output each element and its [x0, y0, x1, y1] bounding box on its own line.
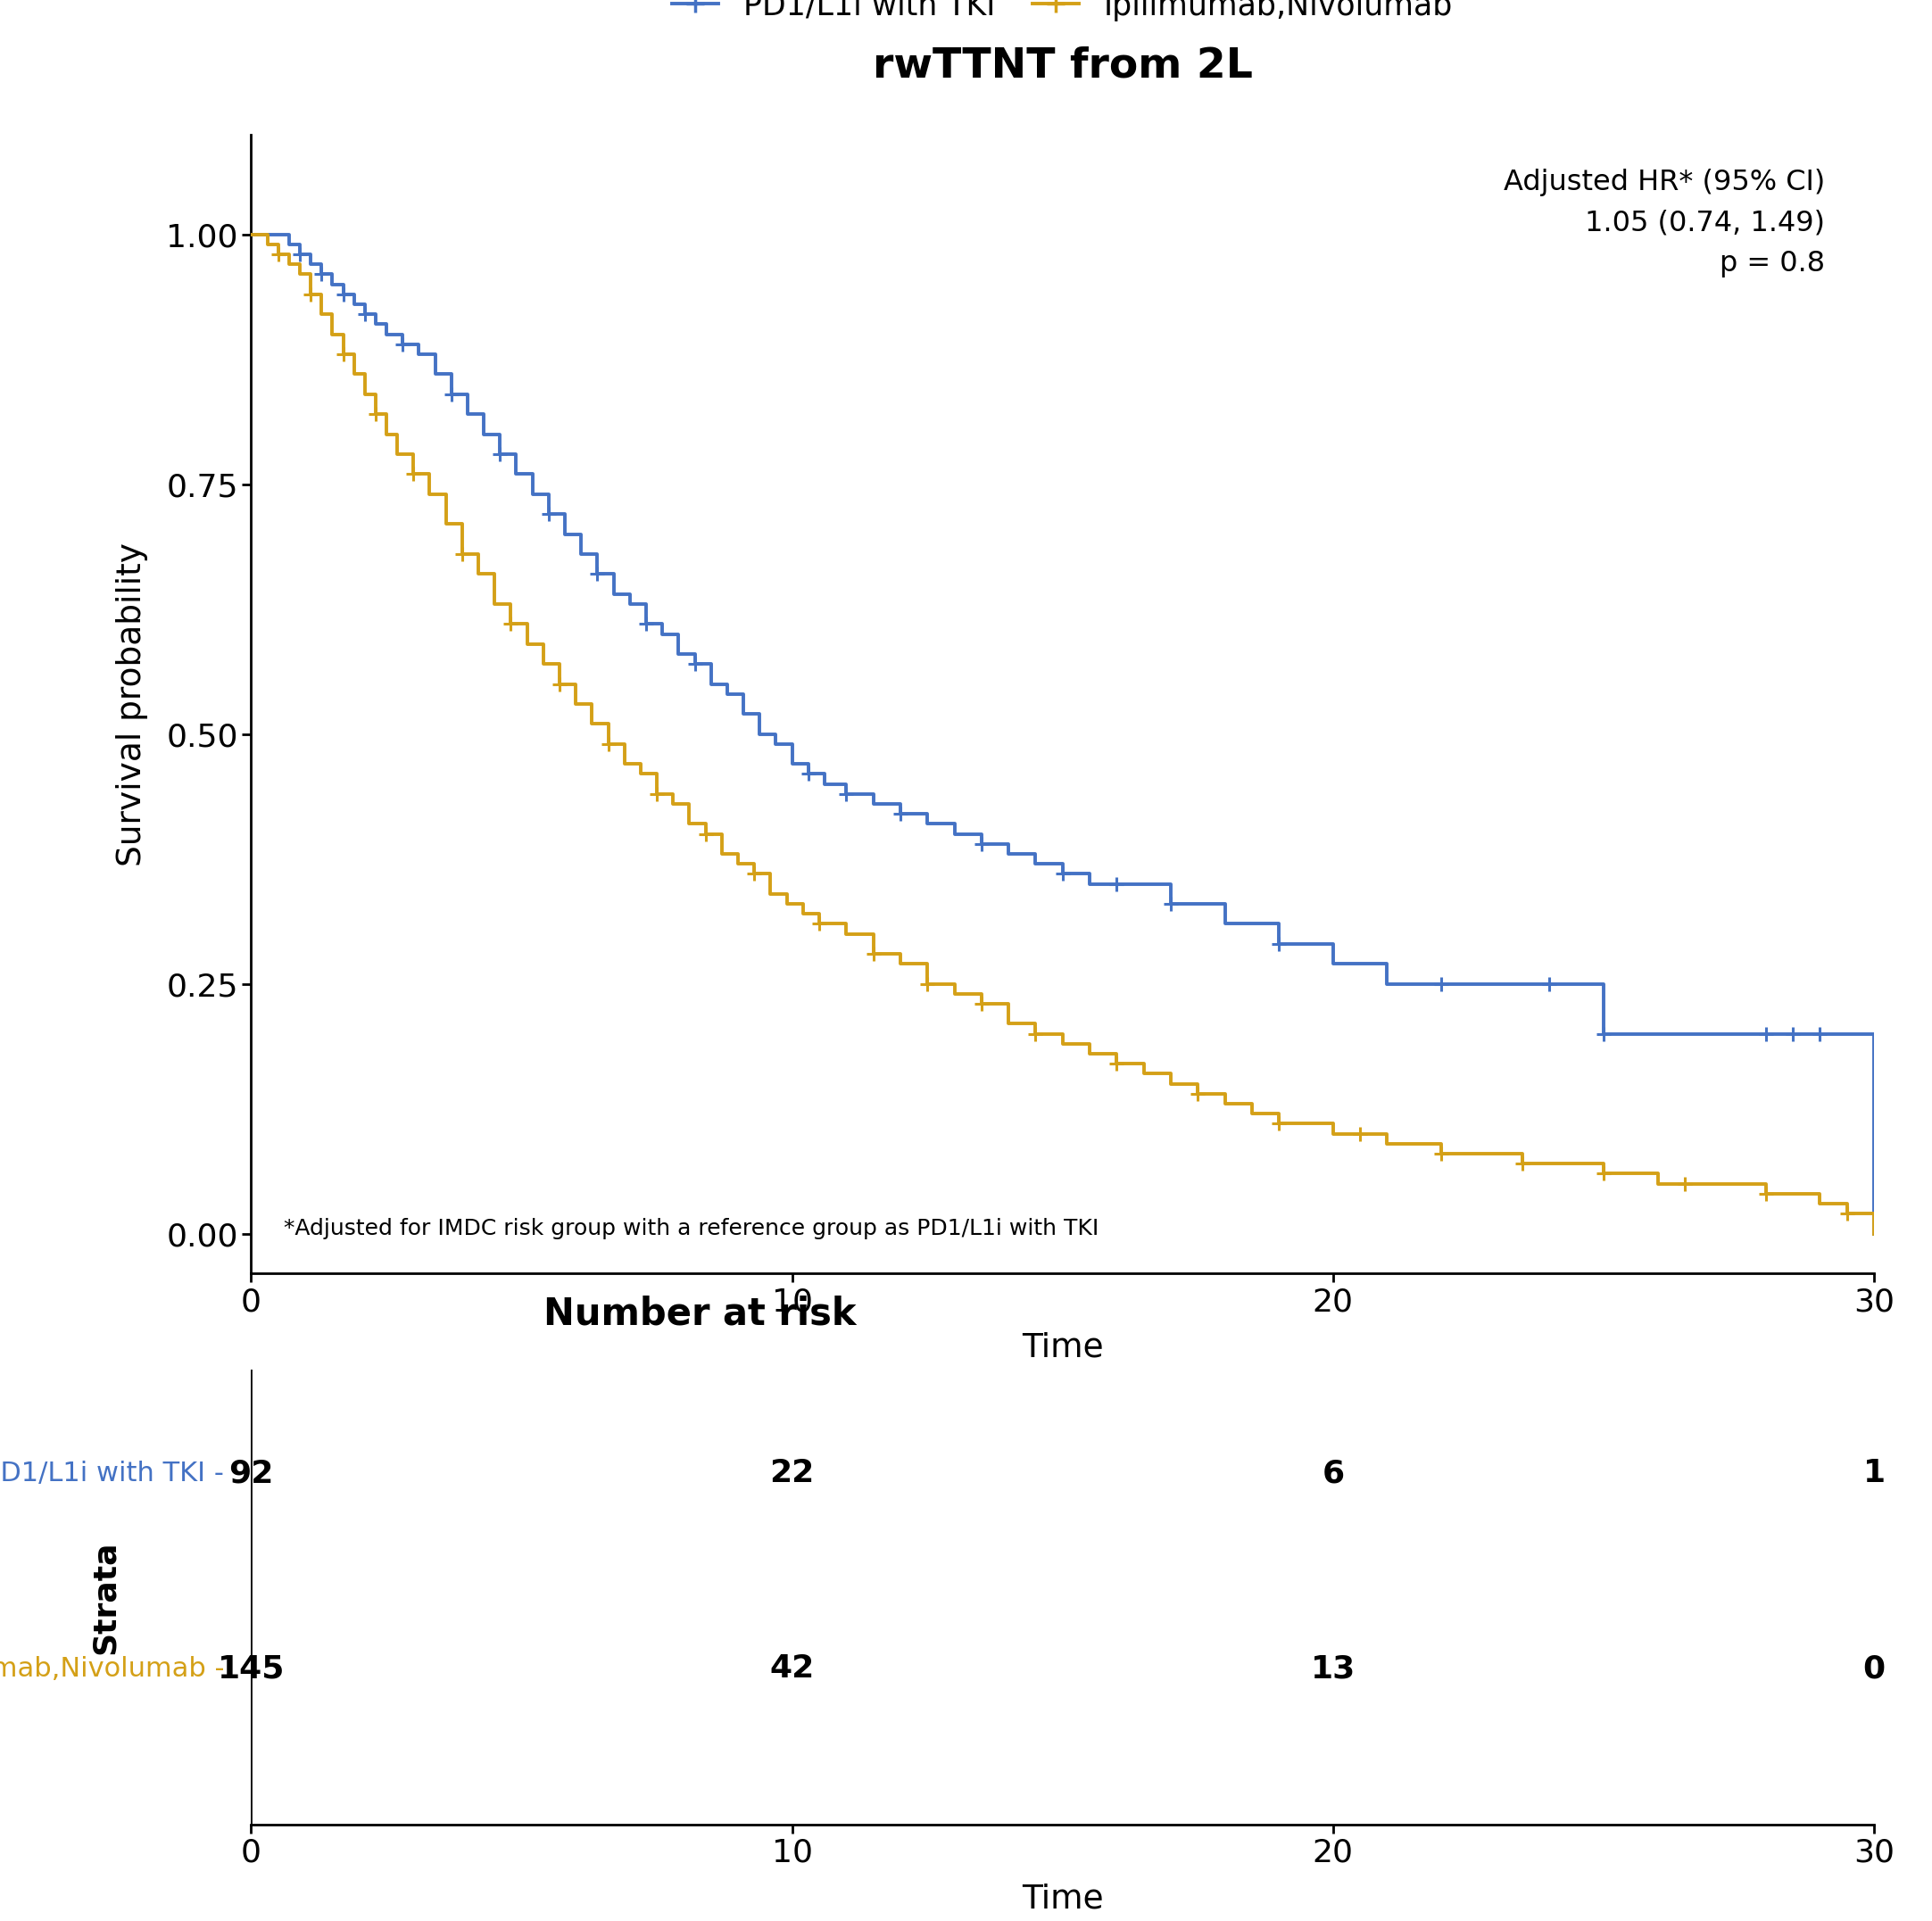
Text: 6: 6	[1321, 1458, 1345, 1489]
Legend: PD1/L1i with TKI, Ipilimumab,Nivolumab: PD1/L1i with TKI, Ipilimumab,Nivolumab	[672, 0, 1453, 21]
Text: Number at risk: Number at risk	[543, 1295, 856, 1333]
Text: rwTTNT from 2L: rwTTNT from 2L	[873, 46, 1252, 86]
Text: 145: 145	[218, 1654, 284, 1685]
Y-axis label: Survival probability: Survival probability	[116, 542, 147, 866]
Text: Strata: Strata	[91, 1541, 120, 1654]
Text: 92: 92	[228, 1458, 274, 1489]
X-axis label: Time: Time	[1022, 1331, 1103, 1364]
Text: Adjusted HR* (95% CI)
1.05 (0.74, 1.49)
p = 0.8: Adjusted HR* (95% CI) 1.05 (0.74, 1.49) …	[1503, 169, 1826, 277]
Text: PD1/L1i with TKI -: PD1/L1i with TKI -	[0, 1460, 224, 1487]
X-axis label: Time: Time	[1022, 1883, 1103, 1915]
Text: 42: 42	[769, 1654, 815, 1685]
Text: 0: 0	[1862, 1654, 1886, 1685]
Text: Ipilimumab,Nivolumab -: Ipilimumab,Nivolumab -	[0, 1656, 224, 1681]
Text: 1: 1	[1862, 1458, 1886, 1489]
Text: 22: 22	[769, 1458, 815, 1489]
Text: *Adjusted for IMDC risk group with a reference group as PD1/L1i with TKI: *Adjusted for IMDC risk group with a ref…	[284, 1218, 1099, 1239]
Text: 13: 13	[1310, 1654, 1356, 1685]
